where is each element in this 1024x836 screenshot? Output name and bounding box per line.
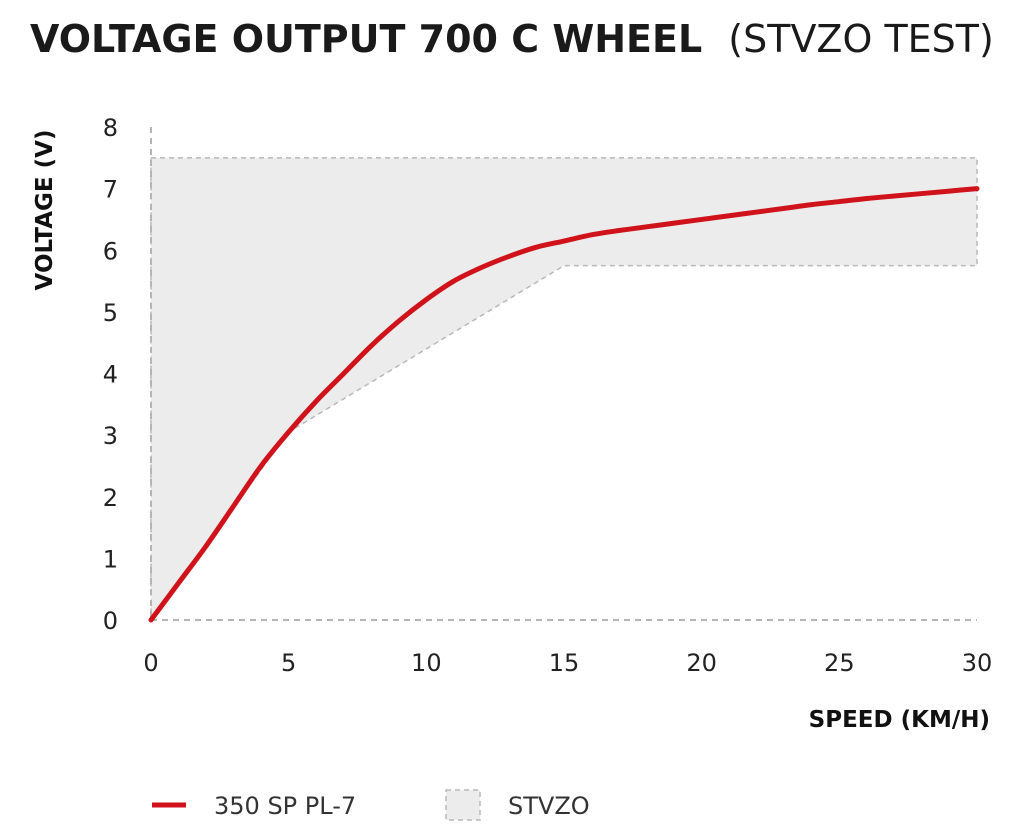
y-tick-label: 0	[103, 607, 118, 635]
y-tick-label: 4	[103, 361, 118, 389]
series-line-0	[148, 186, 980, 623]
chart-title-line: VOLTAGE OUTPUT 700 C WHEEL (STVZO TEST)	[30, 17, 994, 61]
legend-label-band: STVZO	[508, 792, 590, 820]
x-tick-label: 15	[549, 649, 580, 677]
y-tick-label: 6	[103, 237, 118, 265]
y-tick-label: 5	[103, 299, 118, 327]
y-tick-label: 2	[103, 484, 118, 512]
x-tick-label: 0	[143, 649, 158, 677]
y-tick-label: 8	[103, 114, 118, 142]
band-layer	[150, 157, 978, 623]
x-tick-label: 25	[824, 649, 855, 677]
x-tick-label: 5	[281, 649, 296, 677]
y-tick-label: 3	[103, 422, 118, 450]
band-area-0	[150, 157, 978, 623]
x-tick-label: 30	[962, 649, 993, 677]
x-tick-label: 10	[411, 649, 442, 677]
tick-layer: 0 1 2 3 4 5 6 7 8 0 5 10 15 20 25 30	[103, 114, 993, 677]
x-tick-label: 20	[686, 649, 717, 677]
legend-label-series: 350 SP PL-7	[214, 792, 356, 820]
legend: 350 SP PL-7 STVZO	[152, 789, 590, 821]
axis-layer	[150, 127, 977, 621]
y-tick-label: 7	[103, 176, 118, 204]
x-axis-title: SPEED (KM/H)	[809, 707, 990, 733]
y-axis-title: VOLTAGE (V)	[32, 130, 58, 291]
series-layer	[148, 186, 980, 623]
chart-subtitle: (STVZO TEST)	[728, 17, 994, 61]
chart-title: VOLTAGE OUTPUT 700 C WHEEL	[30, 17, 702, 61]
y-tick-label: 1	[103, 545, 118, 573]
legend-band-swatch	[445, 789, 481, 821]
